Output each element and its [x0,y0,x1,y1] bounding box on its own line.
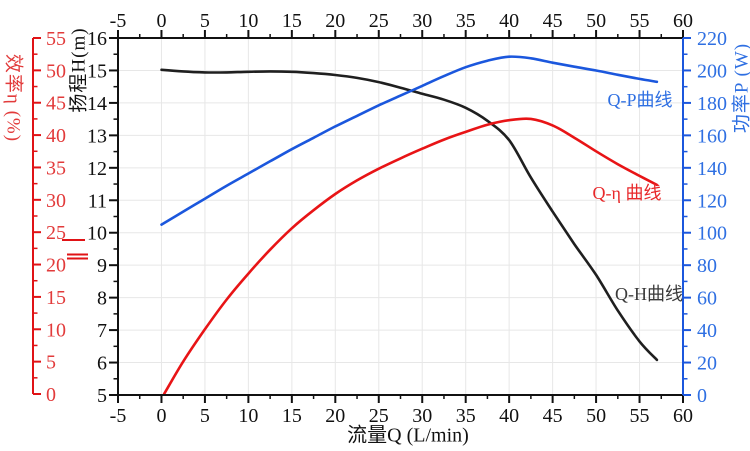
svg-text:0: 0 [156,405,166,427]
svg-text:55: 55 [630,10,650,32]
svg-text:30: 30 [46,190,66,212]
head-axis-ticks: 5 6 7 8 9 10 11 12 13 14 15 16 [87,28,118,407]
svg-text:120: 120 [697,190,727,212]
power-axis-ticks: 0 20 40 60 80 100 120 140 160 180 200 220 [683,28,727,407]
svg-text:0: 0 [156,10,166,32]
grid-lines [118,38,683,395]
svg-text:30: 30 [412,405,432,427]
svg-text:25: 25 [369,10,389,32]
svg-text:10: 10 [87,223,107,245]
svg-text:50: 50 [586,405,606,427]
qh-curve-label: Q-H曲线 [615,284,683,304]
svg-text:40: 40 [499,10,519,32]
efficiency-axis: 0 5 10 15 20 25 30 35 40 45 50 55 [32,28,88,406]
svg-text:25: 25 [46,222,66,244]
svg-text:9: 9 [97,255,107,277]
svg-text:35: 35 [456,405,476,427]
axis-frame [117,37,684,396]
svg-text:20: 20 [325,405,345,427]
svg-text:40: 40 [697,320,717,342]
axis-break-mark [67,253,88,256]
svg-text:11: 11 [88,190,107,212]
svg-text:140: 140 [697,158,727,180]
svg-text:40: 40 [46,125,66,147]
q-p-curve [160,55,659,226]
svg-text:15: 15 [282,405,302,427]
svg-text:0: 0 [697,385,707,407]
svg-text:50: 50 [586,10,606,32]
svg-text:5: 5 [46,352,56,374]
svg-text:100: 100 [697,223,727,245]
svg-text:180: 180 [697,93,727,115]
svg-text:80: 80 [697,255,717,277]
svg-text:50: 50 [46,60,66,82]
svg-text:160: 160 [697,125,727,147]
svg-text:-5: -5 [110,10,127,32]
svg-text:20: 20 [325,10,345,32]
qeta-curve-label: Q-η 曲线 [592,183,662,203]
svg-text:220: 220 [697,28,727,50]
svg-text:5: 5 [97,385,107,407]
svg-text:35: 35 [456,10,476,32]
svg-text:15: 15 [87,60,107,82]
svg-text:60: 60 [697,288,717,310]
svg-text:16: 16 [87,28,107,50]
svg-text:45: 45 [46,93,66,115]
svg-text:20: 20 [46,255,66,277]
svg-text:5: 5 [200,10,210,32]
svg-text:20: 20 [697,353,717,375]
svg-text:60: 60 [673,405,693,427]
svg-text:14: 14 [87,93,107,115]
flow-axis-title: 流量Q (L/min) [347,424,469,447]
svg-text:35: 35 [46,157,66,179]
svg-text:60: 60 [673,10,693,32]
svg-text:30: 30 [412,10,432,32]
x-axis-ticks: -5-5005510101515202025253030353540404545… [110,10,693,427]
svg-text:0: 0 [46,384,56,406]
svg-text:-5: -5 [110,405,127,427]
svg-text:200: 200 [697,60,727,82]
axis-break-mark [62,239,85,241]
qp-curve-label: Q-P曲线 [607,90,673,110]
svg-text:15: 15 [46,287,66,309]
svg-text:6: 6 [97,353,107,375]
svg-text:10: 10 [46,319,66,341]
svg-text:8: 8 [97,288,107,310]
svg-text:15: 15 [282,10,302,32]
svg-text:45: 45 [543,405,563,427]
svg-text:7: 7 [97,320,107,342]
svg-text:55: 55 [46,28,66,50]
efficiency-axis-title: 效率η (%) [2,53,24,143]
svg-text:10: 10 [238,405,258,427]
power-axis-title: 功率P (W) [731,42,750,134]
svg-text:12: 12 [87,158,107,180]
svg-text:40: 40 [499,405,519,427]
q-h-curve [160,68,659,362]
svg-text:10: 10 [238,10,258,32]
axis-break-mark [67,257,88,260]
svg-text:55: 55 [630,405,650,427]
svg-text:13: 13 [87,125,107,147]
head-axis-title: 扬程H(m) [68,27,90,113]
svg-text:5: 5 [200,405,210,427]
q-eta-curve [162,117,659,396]
svg-text:25: 25 [369,405,389,427]
svg-text:45: 45 [543,10,563,32]
